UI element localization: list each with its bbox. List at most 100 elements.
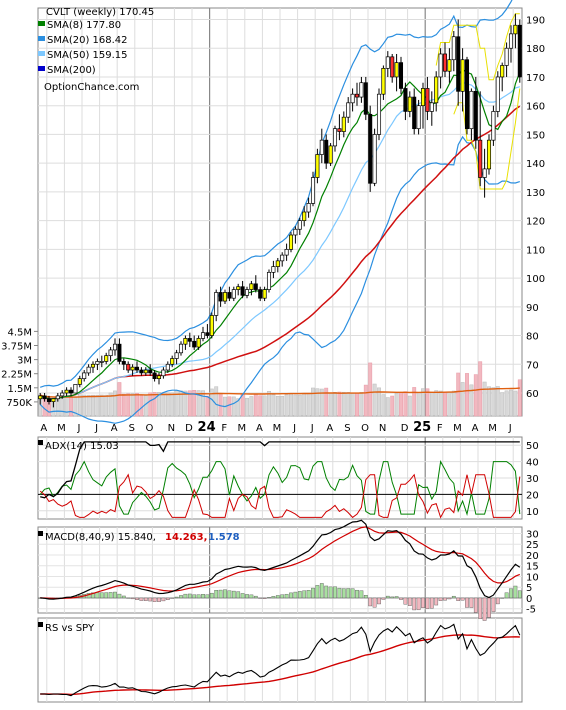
volume-tick-label: 750K <box>6 398 32 409</box>
macd-tick-label: 5 <box>526 583 532 594</box>
volume-bar <box>416 392 421 417</box>
candle-body <box>447 59 452 72</box>
volume-bar <box>148 392 153 417</box>
legend-swatch <box>38 66 45 71</box>
candle-body <box>394 62 399 78</box>
macd-tick-label: -5 <box>526 605 536 616</box>
candle-body <box>416 105 421 130</box>
candle-body <box>148 369 153 374</box>
candle-body <box>482 168 487 178</box>
candle-body <box>51 398 56 402</box>
candle-body <box>310 177 316 204</box>
volume-bar <box>95 394 100 417</box>
volume-bar <box>126 393 131 417</box>
adx-tick-label: 30 <box>526 474 539 485</box>
volume-bar <box>69 396 73 417</box>
candle-body <box>288 234 294 250</box>
macd-histogram-bar <box>179 595 183 599</box>
candle-body <box>253 283 258 290</box>
candle-body <box>381 67 386 95</box>
macd-histogram-bar <box>271 596 276 599</box>
price-tick-label: 140 <box>526 159 545 170</box>
candle-body <box>376 93 382 135</box>
macd-histogram-bar <box>368 597 373 607</box>
macd-histogram-bar <box>421 597 425 608</box>
volume-tick-label: 1.5M <box>7 384 32 395</box>
macd-histogram-bar <box>161 597 166 602</box>
candle-body <box>363 82 368 115</box>
macd-histogram-bar <box>504 592 509 599</box>
price-tick-label: 90 <box>526 303 539 314</box>
macd-swatch <box>38 531 43 536</box>
macd-histogram-bar <box>319 583 324 599</box>
candle-body <box>350 93 355 104</box>
volume-bar <box>157 392 161 417</box>
candle-body <box>491 111 496 141</box>
price-tick-label: 160 <box>526 102 545 113</box>
candle-body <box>161 369 166 377</box>
candle-body <box>315 154 320 178</box>
volume-bar <box>315 388 320 417</box>
macd-histogram-bar <box>240 593 245 599</box>
legend-label: SMA(200) <box>47 65 96 76</box>
volume-bar <box>99 394 104 417</box>
macd-histogram-bar <box>139 597 144 601</box>
x-tick-label: M <box>453 423 462 434</box>
macd-histogram-bar <box>227 590 232 599</box>
candle-body <box>504 47 509 66</box>
bollinger-upper <box>40 0 513 388</box>
macd-histogram-bar <box>223 589 227 599</box>
volume-bar <box>165 392 170 417</box>
volume-bar <box>218 393 223 417</box>
volume-bar <box>319 388 324 417</box>
candle-body <box>262 289 267 299</box>
candle-body <box>271 266 276 273</box>
candle-body <box>143 369 148 374</box>
volume-bar <box>469 384 474 417</box>
macd-histogram-bar <box>91 592 95 599</box>
macd-histogram-bar <box>385 595 390 599</box>
volume-bar <box>434 390 439 417</box>
volume-bar <box>201 390 205 417</box>
volume-bar <box>196 390 201 417</box>
price-tick-label: 150 <box>526 130 545 141</box>
candle-body <box>42 395 47 400</box>
x-tick-label: D <box>401 423 409 434</box>
candle-body <box>319 139 324 155</box>
macd-histogram-bar <box>346 588 351 599</box>
volume-bar <box>161 392 166 417</box>
adx-tick-label: 20 <box>526 490 539 501</box>
price-tick-label: 190 <box>526 15 545 26</box>
macd-histogram-bar <box>315 585 320 599</box>
candle-body <box>55 395 60 400</box>
candle-body <box>460 59 465 92</box>
macd-histogram-bar <box>469 597 474 608</box>
legend-label: SMA(8) 177.80 <box>47 20 121 31</box>
macd-histogram-bar <box>416 597 421 611</box>
candle-body <box>368 113 373 184</box>
candle-body <box>306 203 311 213</box>
volume-bar <box>337 391 342 417</box>
macd-histogram-bar <box>328 586 333 599</box>
volume-bar <box>460 382 465 417</box>
volume-bar <box>350 393 355 417</box>
volume-bar <box>77 394 82 417</box>
volume-bar <box>495 386 500 417</box>
volume-bar <box>302 393 307 417</box>
macd-histogram-bar <box>513 585 518 599</box>
macd-histogram-bar <box>482 597 487 621</box>
macd-histogram-bar <box>337 587 342 599</box>
macd-histogram-bar <box>95 592 100 599</box>
volume-bar <box>381 394 386 417</box>
candle-body <box>332 128 338 147</box>
macd-histogram-bar <box>99 592 104 599</box>
macd-tick-label: 10 <box>526 572 539 583</box>
macd-histogram-bar <box>231 590 236 599</box>
x-tick-label: O <box>361 423 369 434</box>
volume-bar <box>447 392 452 417</box>
x-tick-label: J <box>77 423 81 434</box>
macd-histogram-bar <box>460 597 465 601</box>
macd-histogram-bar <box>487 597 491 618</box>
candle-body <box>108 349 113 357</box>
candle-body <box>174 352 179 359</box>
